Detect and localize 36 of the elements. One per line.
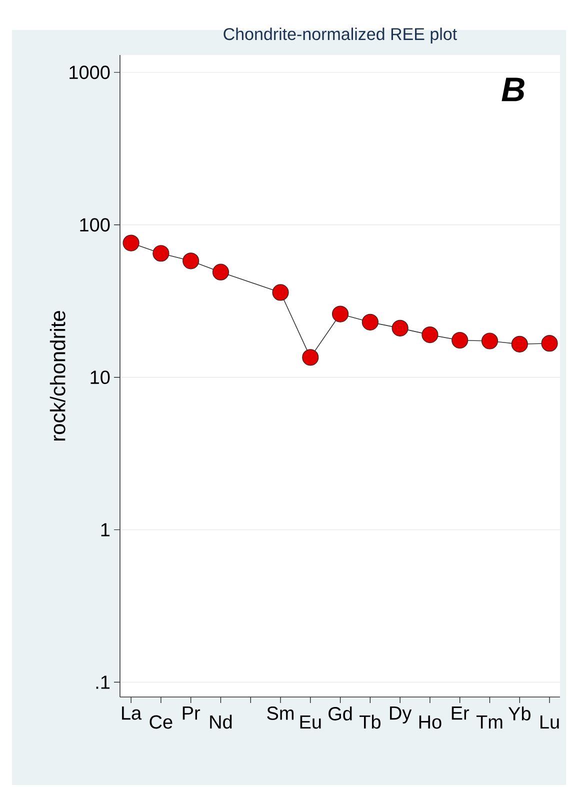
point <box>332 306 349 322</box>
x-tick-label: Er <box>452 706 470 720</box>
chart-title: Chondrite-normalized REE plot <box>224 28 457 44</box>
point <box>272 284 289 301</box>
x-tick-label: Dy <box>390 706 412 724</box>
x-tick-label: Pr <box>182 706 200 720</box>
x-tick-label: Ho <box>419 715 442 729</box>
x-tick-label: Sm <box>267 706 294 720</box>
x-tick-label: Nd <box>210 714 232 729</box>
point <box>511 336 528 352</box>
y-tick-label: 10 <box>90 370 110 384</box>
x-tick-label: La <box>122 706 142 720</box>
point <box>481 332 498 350</box>
point <box>541 335 558 352</box>
y-tick-label: 100 <box>80 218 110 232</box>
point <box>392 320 408 336</box>
x-tick-label: Tb <box>360 714 380 729</box>
point <box>122 234 140 252</box>
point <box>362 314 378 330</box>
y-tick-label: .1 <box>96 676 110 689</box>
y-tick-label: 1 <box>101 523 110 536</box>
point <box>182 252 200 270</box>
point <box>302 349 319 366</box>
point <box>212 264 230 280</box>
x-tick-label: Gd <box>328 706 352 720</box>
y-tick-label: 1000 <box>70 66 110 80</box>
y-axis-title: rock/chondrite <box>50 311 66 441</box>
x-tick-label: Lu <box>540 715 559 729</box>
point <box>452 332 468 349</box>
point <box>152 245 170 262</box>
x-tick-label: Tm <box>476 715 502 729</box>
x-tick-label: Ce <box>150 715 172 729</box>
x-tick-label: Eu <box>300 715 321 729</box>
annotation: B <box>502 78 524 102</box>
x-tick-label: Yb <box>508 706 530 720</box>
point <box>422 326 438 344</box>
